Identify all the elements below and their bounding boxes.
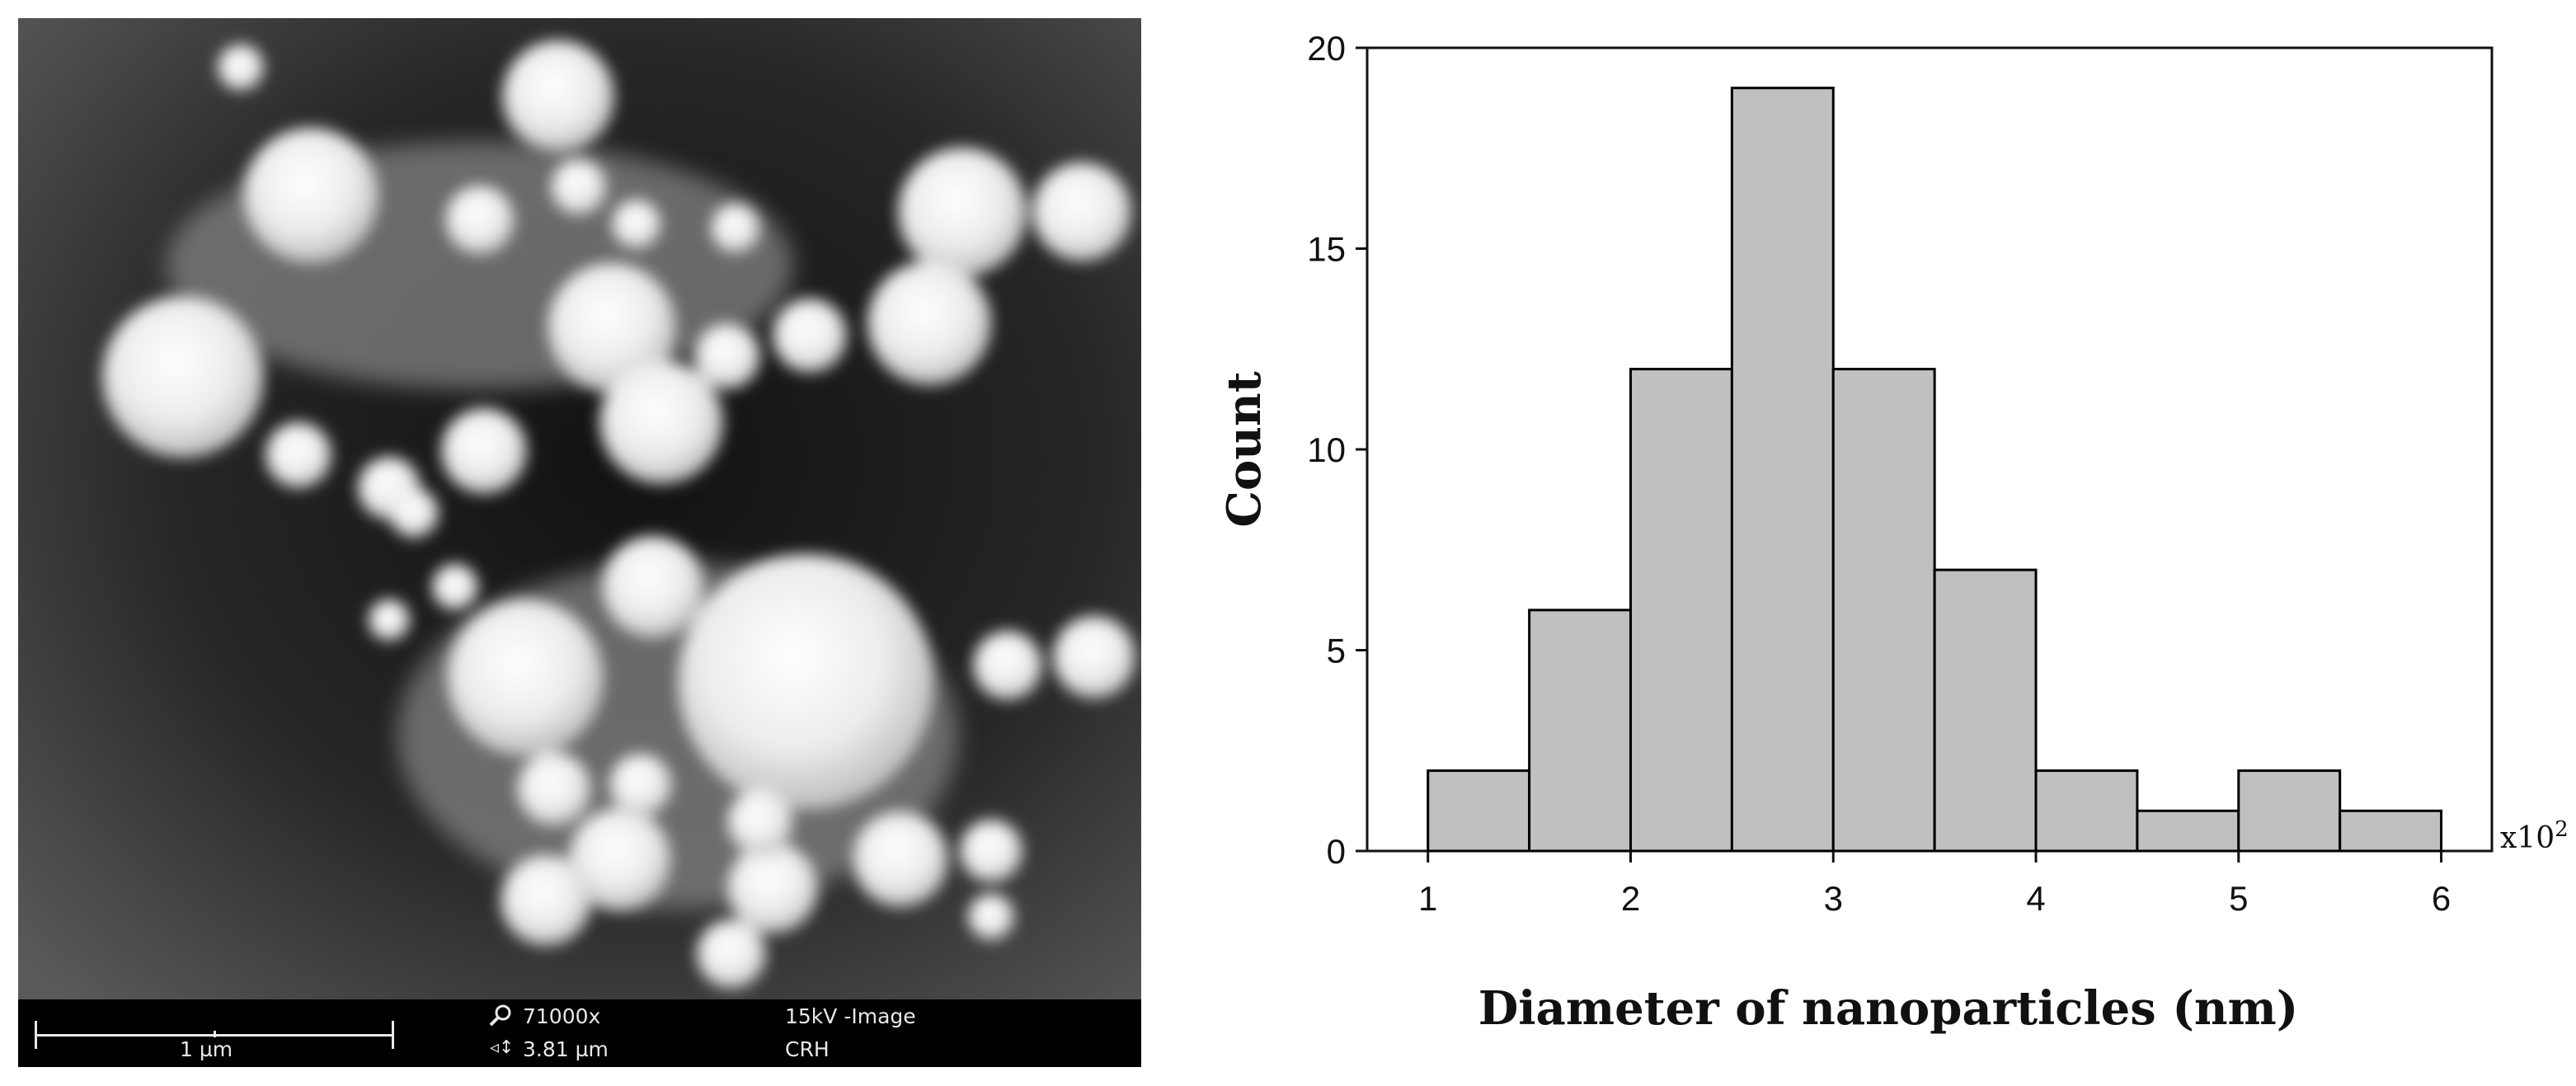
x-tick-label: 5 [2229,879,2248,918]
histogram-bar-2 [1528,609,1632,853]
magnification-value: 71000x [523,1004,601,1028]
histogram-bar-7 [2034,769,2139,853]
histogram-bar-4 [1730,87,1835,853]
scale-bar-tick-mid [214,1031,216,1037]
scale-bar-tick-right [392,1021,394,1049]
y-tick-label: 15 [1307,230,1346,269]
sem-image [18,18,1141,999]
plot-area: 0 5 10 15 20 1 2 3 4 5 6 [1307,29,2494,918]
x-tick-label: 1 [1418,879,1437,918]
histogram-bar-5 [1831,368,1936,853]
x-tick-label: 2 [1621,879,1640,918]
histogram-bar-9 [2237,769,2342,853]
diameter-histogram: 0 5 10 15 20 1 2 3 4 5 6 Count Diameter of nanopa… [1217,29,2569,1036]
y-tick-label: 0 [1327,832,1346,871]
scale-bar-tick-left [35,1021,37,1049]
beam-info: 15kV -Image [785,1004,916,1028]
x-multiplier-exponent: 2 [2555,817,2569,842]
y-tick-label: 10 [1307,430,1346,469]
histogram-bar-6 [1933,568,2038,853]
y-axis-title: Count [1217,371,1272,527]
scale-bar-label: 1 µm [180,1037,233,1061]
histogram-bar-8 [2136,809,2240,853]
lab-name: CRH [785,1037,830,1061]
histogram-bar-3 [1629,368,1733,853]
y-tick-label: 5 [1327,632,1346,670]
field-width-value: 3.81 µm [523,1037,609,1061]
histogram-bar-10 [2339,809,2443,853]
x-tick-label: 6 [2432,879,2451,918]
x-axis-multiplier: x102 [2500,817,2569,855]
histogram-bar-1 [1427,769,1531,853]
y-tick-label: 20 [1307,29,1346,68]
histogram-bars [1427,87,2443,853]
sem-info-bar: 1 µm 71000x ◃↕ 3.81 µm 15kV -Image CRH [18,999,1141,1067]
x-multiplier-base: x10 [2500,821,2555,855]
field-width-icon: ◃↕ [490,1037,515,1058]
x-axis-title: Diameter of nanoparticles (nm) [1478,981,2299,1036]
magnifier-icon [488,1004,513,1032]
x-tick-label: 3 [1824,879,1843,918]
sem-micrograph: 1 µm 71000x ◃↕ 3.81 µm 15kV -Image CRH [18,18,1141,1067]
x-axis-ticks: 1 2 3 4 5 6 [1418,851,2451,918]
x-tick-label: 4 [2026,879,2045,918]
y-axis-ticks: 0 5 10 15 20 [1307,29,1367,871]
